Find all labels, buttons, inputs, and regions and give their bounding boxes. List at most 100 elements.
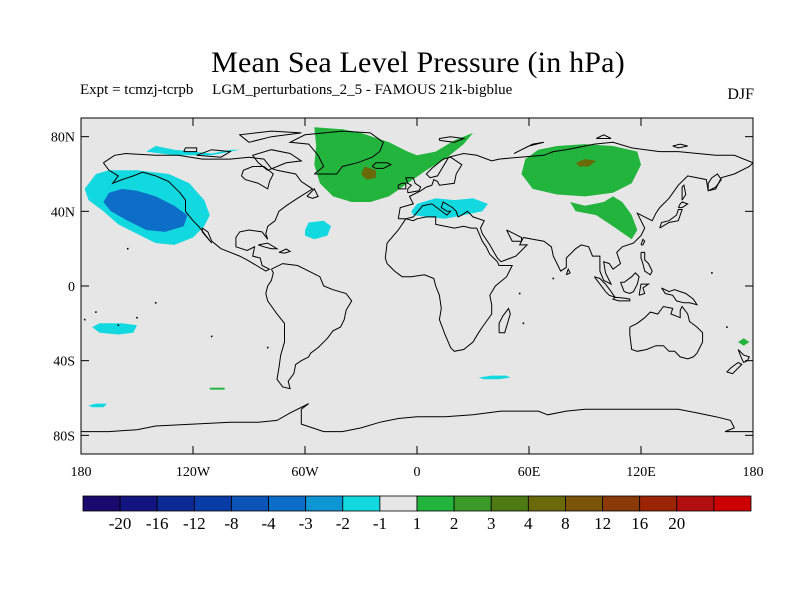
small-island-marker (711, 272, 713, 274)
high-north-atlantic-region (314, 127, 473, 202)
colorbar: -20 -16 -12 -8 -4 -3 -2 -1 1 2 3 4 8 12 16 20 (82, 495, 752, 533)
colorbar-swatch (379, 495, 418, 512)
latitude-axis: 80N 40N 0 40S 80S (51, 131, 753, 444)
coastline-antarctica (81, 403, 753, 433)
colorbar-swatch (602, 495, 641, 512)
coastline-new-siberian-islands (672, 143, 688, 149)
lat-tick-label: 80N (51, 131, 75, 146)
coastline-sulawesi (638, 283, 651, 296)
small-island-marker (522, 322, 525, 325)
colorbar-swatch (416, 495, 455, 512)
coastline-hokkaido (677, 201, 689, 209)
colorbar-swatch (193, 495, 232, 512)
colorbar-label: 1 (413, 514, 422, 533)
coastline-novaya-zemlya (513, 141, 545, 154)
lon-tick-label: 120W (176, 465, 211, 480)
coastline-ellesmere-island (238, 130, 302, 143)
low-southern-ocean-indian-region (478, 375, 511, 380)
colorbar-swatch (713, 495, 752, 512)
colorbar-swatch (305, 495, 344, 512)
colorbar-label: 20 (668, 514, 685, 533)
low-north-pacific-core-region (103, 188, 188, 232)
low-mediterranean-region (411, 198, 488, 219)
colorbar-label: 8 (561, 514, 570, 533)
coastline-japan (659, 209, 683, 229)
coastline-kamchatka (707, 173, 722, 192)
coastline-greenland (288, 130, 385, 175)
coastline-australia (629, 305, 704, 360)
coastline-sakhalin (681, 184, 687, 201)
small-island-marker (726, 326, 728, 328)
small-island-marker (136, 316, 138, 319)
lon-tick-label: 120E (626, 465, 656, 480)
coastline-iceland (371, 162, 393, 169)
colorbar-swatch (527, 495, 566, 512)
low-southern-ocean-pacific-region (88, 403, 108, 408)
colorbar-label: -20 (109, 514, 132, 533)
colorbar-label: -12 (183, 514, 206, 533)
small-island-marker (126, 247, 129, 250)
colorbar-swatch (268, 495, 307, 512)
coastline-new-zealand-south (725, 362, 743, 375)
colorbar-label: -8 (224, 514, 238, 533)
colorbar-swatch (676, 495, 715, 512)
colorbar-swatch (453, 495, 492, 512)
high-east-asia-region (570, 196, 638, 240)
colorbar-label: 12 (594, 514, 611, 533)
colorbar-swatch (156, 495, 195, 512)
coastline-philippines (640, 251, 653, 276)
colorbar-label: 16 (631, 514, 648, 533)
coastline-hispaniola (278, 248, 292, 254)
colorbar-swatch (342, 495, 381, 512)
coastline-banks-island (183, 147, 198, 153)
colorbar-swatch (565, 495, 603, 512)
coastline-arabia-gulf (506, 229, 522, 242)
coastline-hudson-bay (241, 166, 274, 190)
coastline-taiwan (640, 238, 646, 246)
lat-tick-label: 80S (53, 429, 75, 444)
coastline-severnaya-zemlya (595, 134, 612, 139)
coastline-great-britain (405, 177, 422, 194)
coastline-baffin-island (251, 149, 303, 171)
lon-tick-label: 180 (743, 465, 764, 480)
colorbar-label: 3 (487, 514, 496, 533)
small-island-marker (518, 292, 521, 295)
coastline-eurasia (397, 141, 753, 286)
colorbar-label: 4 (524, 514, 533, 533)
small-island-marker (154, 302, 157, 304)
coastline-new-guinea (661, 287, 699, 306)
small-island-marker (210, 335, 213, 338)
colorbar-swatch (82, 495, 121, 512)
low-north-atlantic-west-region (305, 220, 332, 240)
longitude-axis: 180 120W 60W 0 60E 120E 180 (71, 118, 764, 480)
coastline-borneo (620, 272, 640, 295)
coastline-svalbard (438, 136, 466, 143)
colorbar-label: 2 (450, 514, 459, 533)
coastline-south-america (265, 263, 353, 390)
lon-tick-label: 60E (518, 465, 541, 480)
small-island-marker (95, 311, 97, 313)
lat-tick-label: 40S (53, 355, 75, 370)
small-island-marker (552, 277, 555, 280)
high-siberia-region (521, 144, 641, 197)
pressure-anomaly-field (84, 127, 750, 408)
colorbar-label: -4 (262, 514, 277, 533)
colorbar-swatch (639, 495, 678, 512)
high-siberia-core-region (575, 159, 597, 167)
season-label: DJF (727, 86, 754, 103)
colorbar-label: -2 (336, 514, 350, 533)
lon-tick-label: 180 (71, 465, 92, 480)
coastline-ireland (397, 182, 407, 190)
small-island-marker (83, 318, 86, 321)
colorbar-label: -16 (146, 514, 169, 533)
colorbar-label: -3 (299, 514, 313, 533)
colorbar-swatch (231, 495, 269, 512)
coastline-victoria-island (196, 149, 232, 158)
low-north-pacific-light-arctic-region (146, 146, 240, 156)
colorbar-swatch (490, 495, 529, 512)
coastline-java (612, 296, 631, 302)
coastlines (81, 130, 753, 433)
high-new-zealand-patch-region (738, 338, 750, 346)
